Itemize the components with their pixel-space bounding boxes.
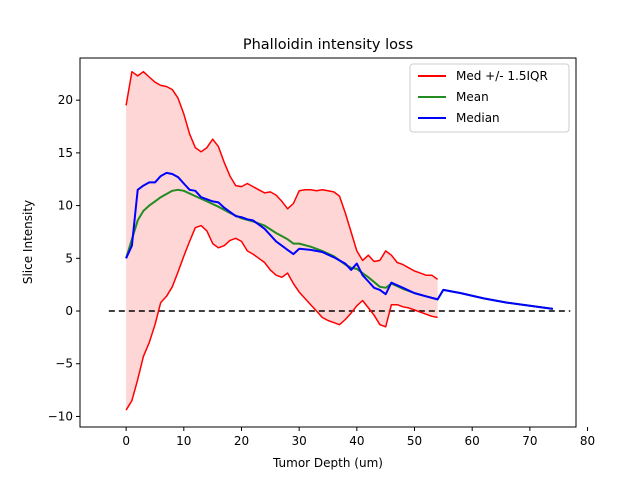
legend: Med +/- 1.5IQR Mean Median bbox=[409, 63, 570, 133]
y-axis: −10 −5 0 5 10 15 20 bbox=[48, 93, 80, 423]
x-tick-label: 40 bbox=[349, 434, 364, 448]
x-tick-label: 0 bbox=[122, 434, 130, 448]
y-tick-label: −5 bbox=[55, 357, 73, 371]
y-tick-label: 15 bbox=[58, 146, 73, 160]
y-tick-label: −10 bbox=[48, 409, 73, 423]
y-axis-label: Slice Intensity bbox=[21, 200, 35, 284]
axes-frame bbox=[79, 57, 577, 428]
y-tick-label: 10 bbox=[58, 199, 73, 213]
x-tick-label: 20 bbox=[234, 434, 249, 448]
x-tick-label: 10 bbox=[176, 434, 191, 448]
y-tick-label: 20 bbox=[58, 93, 73, 107]
y-tick-label: 5 bbox=[65, 251, 73, 265]
x-axis-label: Tumor Depth (um) bbox=[272, 456, 383, 470]
series-lower-line bbox=[125, 224, 438, 411]
legend-label: Med +/- 1.5IQR bbox=[456, 69, 548, 83]
x-tick-label: 30 bbox=[292, 434, 307, 448]
x-tick-label: 70 bbox=[522, 434, 537, 448]
x-tick-label: 60 bbox=[465, 434, 480, 448]
plot-area bbox=[108, 70, 571, 411]
legend-label: Mean bbox=[456, 90, 489, 104]
iqr-band bbox=[126, 71, 438, 411]
legend-label: Median bbox=[456, 111, 500, 125]
series-upper-line bbox=[125, 70, 439, 281]
x-tick-label: 50 bbox=[407, 434, 422, 448]
x-tick-label: 80 bbox=[580, 434, 595, 448]
y-tick-label: 0 bbox=[65, 304, 73, 318]
series-median-line bbox=[125, 171, 554, 310]
legend-box bbox=[409, 63, 570, 133]
chart-title: Phalloidin intensity loss bbox=[243, 37, 413, 53]
x-axis: 0 10 20 30 40 50 60 70 80 bbox=[122, 427, 595, 448]
